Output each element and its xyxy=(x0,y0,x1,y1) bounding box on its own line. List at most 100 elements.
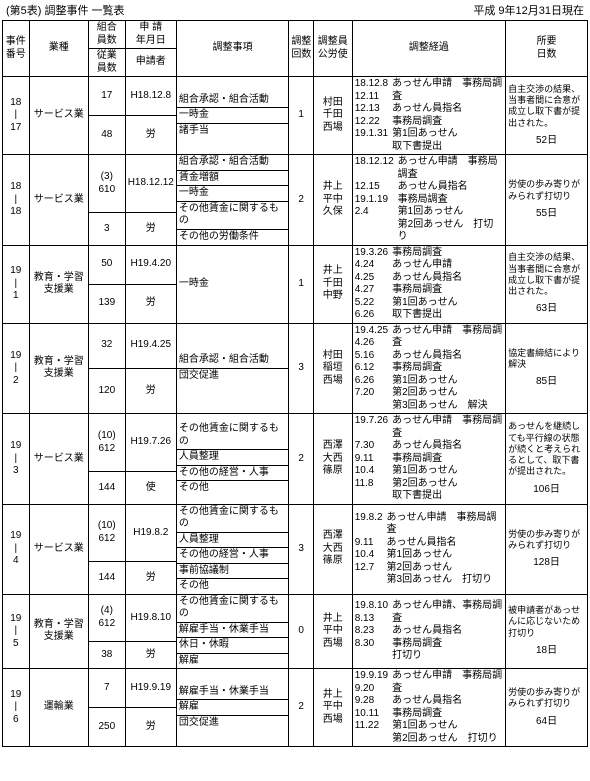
apply-date: H19.9.19 xyxy=(125,669,176,708)
adjust-item: 一時金 xyxy=(177,108,289,124)
progress-dates: 19.9.19 9.20 9.28 10.11 11.22 xyxy=(355,670,392,745)
union-count: (3) 610 xyxy=(88,155,125,213)
progress-text: 事務局調査 あっせん申請 あっせん員指名 事務局調査 第1回あっせん 取下書提出 xyxy=(392,247,503,322)
apply-date: H19.4.20 xyxy=(125,245,176,284)
union-count: (10) 612 xyxy=(88,504,125,562)
table-body: 18 | 17サービス業17H18.12.8組合承認・組合活動一時金諸手当1村田… xyxy=(3,77,588,747)
adjust-item: 解雇手当・休業手当 xyxy=(177,685,289,700)
adjust-item: その他の経営・人事 xyxy=(177,465,289,481)
progress-text: あっせん申請 事務局調査 あっせん員指名 事務局調査 第1回あっせん 第2回あっ… xyxy=(398,156,503,244)
case-number: 19 | 3 xyxy=(3,414,30,505)
days-value: 52日 xyxy=(508,129,585,148)
adjust-item: 組合承認・組合活動 xyxy=(177,353,289,368)
hdr-date-bot: 申請者 xyxy=(125,49,176,77)
applicant: 労 xyxy=(125,562,176,594)
hdr-case-no: 事件 番号 xyxy=(3,21,30,77)
adjust-item: 団交促進 xyxy=(177,715,289,730)
table-date: 平成 9年12月31日現在 xyxy=(473,2,584,18)
progress: 19.3.26 4.24 4.25 4.27 5.22 6.26事務局調査 あっ… xyxy=(352,245,505,323)
adjust-item: その他賃金に関するもの xyxy=(177,201,289,229)
days-required: 労使の歩み寄りがみられず打切り128日 xyxy=(506,504,588,594)
business-kind: サービス業 xyxy=(29,77,88,155)
adjust-item: 諸手当 xyxy=(177,123,289,138)
hdr-date-top: 申 請 年月日 xyxy=(125,21,176,49)
hdr-count: 調整 回数 xyxy=(289,21,314,77)
adjust-item: 休日・休暇 xyxy=(177,638,289,654)
adjust-count: 1 xyxy=(289,245,314,323)
mediators: 井上 平中 西場 xyxy=(313,594,352,669)
progress-dates: 19.7.26 7.30 9.11 10.4 11.8 xyxy=(355,415,392,503)
business-kind: 運輸業 xyxy=(29,669,88,747)
adjust-items: 組合承認・組合活動一時金諸手当 xyxy=(176,77,289,155)
days-value: 18日 xyxy=(508,639,585,658)
days-value: 55日 xyxy=(508,202,585,221)
adjust-items: 解雇手当・休業手当解雇団交促進 xyxy=(176,669,289,747)
adjust-item: 人員整理 xyxy=(177,532,289,548)
adjust-item: 解雇 xyxy=(177,700,289,716)
adjust-item: 組合承認・組合活動 xyxy=(177,93,289,108)
adjust-item: その他の労働条件 xyxy=(177,229,289,244)
adjust-item: その他の経営・人事 xyxy=(177,548,289,564)
adjust-items: 一時金 xyxy=(176,245,289,323)
employee-count: 38 xyxy=(88,642,125,669)
days-required: 被申請者があっせんに応じないため打切り18日 xyxy=(506,594,588,669)
applicant: 労 xyxy=(125,642,176,669)
case-number: 19 | 2 xyxy=(3,323,30,414)
mediators: 西澤 大西 篠原 xyxy=(313,504,352,594)
business-kind: 教育・学習支援業 xyxy=(29,323,88,414)
adjust-item: 一時金 xyxy=(177,186,289,202)
union-count: 50 xyxy=(88,245,125,284)
applicant: 使 xyxy=(125,472,176,504)
progress-text: あっせん申請 事務局調査 あっせん員指名 事務局調査 第1回あっせん 第2回あっ… xyxy=(392,415,503,503)
union-count: 32 xyxy=(88,323,125,368)
case-number: 19 | 4 xyxy=(3,504,30,594)
days-note: 労使の歩み寄りがみられず打切り xyxy=(508,529,585,552)
employee-count: 48 xyxy=(88,116,125,155)
adjust-count: 0 xyxy=(289,594,314,669)
progress-dates: 19.8.2 9.11 10.4 12.7 xyxy=(355,512,387,587)
days-value: 128日 xyxy=(508,551,585,570)
progress: 19.9.19 9.20 9.28 10.11 11.22あっせん申請 事務局調… xyxy=(352,669,505,747)
progress-dates: 19.3.26 4.24 4.25 4.27 5.22 6.26 xyxy=(355,247,392,322)
days-required: 労使の歩み寄りがみられず打切り64日 xyxy=(506,669,588,747)
adjust-item: 一時金 xyxy=(177,277,289,292)
apply-date: H18.12.8 xyxy=(125,77,176,116)
hdr-days: 所要 日数 xyxy=(506,21,588,77)
progress-dates: 18.12.8 12.11 12.13 12.22 19.1.31 xyxy=(355,78,392,153)
progress-dates: 19.4.25 4.26 5.16 6.12 6.26 7.20 xyxy=(355,325,392,413)
business-kind: 教育・学習支援業 xyxy=(29,245,88,323)
employee-count: 144 xyxy=(88,472,125,504)
adjust-items: その他賃金に関するもの解雇手当・休業手当休日・休暇解雇 xyxy=(176,594,289,669)
mediators: 西澤 大西 篠原 xyxy=(313,414,352,505)
days-required: 労使の歩み寄りがみられず打切り55日 xyxy=(506,155,588,246)
adjust-items: その他賃金に関するもの人員整理その他の経営・人事事前協議制その他 xyxy=(176,504,289,594)
mediators: 井上 千田 中野 xyxy=(313,245,352,323)
adjust-item: その他 xyxy=(177,481,289,496)
case-number: 19 | 6 xyxy=(3,669,30,747)
mediators: 井上 平中 西場 xyxy=(313,669,352,747)
applicant: 労 xyxy=(125,708,176,747)
days-note: 被申請者があっせんに応じないため打切り xyxy=(508,605,585,639)
days-note: 労使の歩み寄りがみられず打切り xyxy=(508,179,585,202)
progress-text: あっせん申請 事務局調査 あっせん員指名 事務局調査 第1回あっせん 第2回あっ… xyxy=(392,325,503,413)
progress-dates: 19.8.10 8.13 8.23 8.30 xyxy=(355,600,392,663)
progress-dates: 18.12.12 12.15 19.1.19 2.4 xyxy=(355,156,398,244)
adjust-item: 団交促進 xyxy=(177,368,289,383)
adjust-item: 人員整理 xyxy=(177,450,289,466)
adjust-items: その他賃金に関するもの人員整理その他の経営・人事その他 xyxy=(176,414,289,505)
days-required: 自主交渉の結果、当事者間に合意が成立し取下書が提出された。63日 xyxy=(506,245,588,323)
hdr-nums-bot: 従業 員数 xyxy=(88,49,125,77)
mediators: 村田 稲垣 西場 xyxy=(313,323,352,414)
union-count: 17 xyxy=(88,77,125,116)
progress: 19.8.10 8.13 8.23 8.30あっせん申請、事務局調査 あっせん員… xyxy=(352,594,505,669)
adjust-item: その他賃金に関するもの xyxy=(177,595,289,623)
adjust-count: 2 xyxy=(289,669,314,747)
case-number: 18 | 17 xyxy=(3,77,30,155)
days-note: 自主交渉の結果、当事者間に合意が成立し取下書が提出された。 xyxy=(508,84,585,129)
applicant: 労 xyxy=(125,213,176,245)
employee-count: 250 xyxy=(88,708,125,747)
adjust-item: 解雇手当・休業手当 xyxy=(177,622,289,638)
days-note: あっせんを継続しても平行線の状態が続くと考えられるとして、取下書が提出された。 xyxy=(508,421,585,477)
apply-date: H19.8.10 xyxy=(125,594,176,642)
employee-count: 144 xyxy=(88,562,125,594)
